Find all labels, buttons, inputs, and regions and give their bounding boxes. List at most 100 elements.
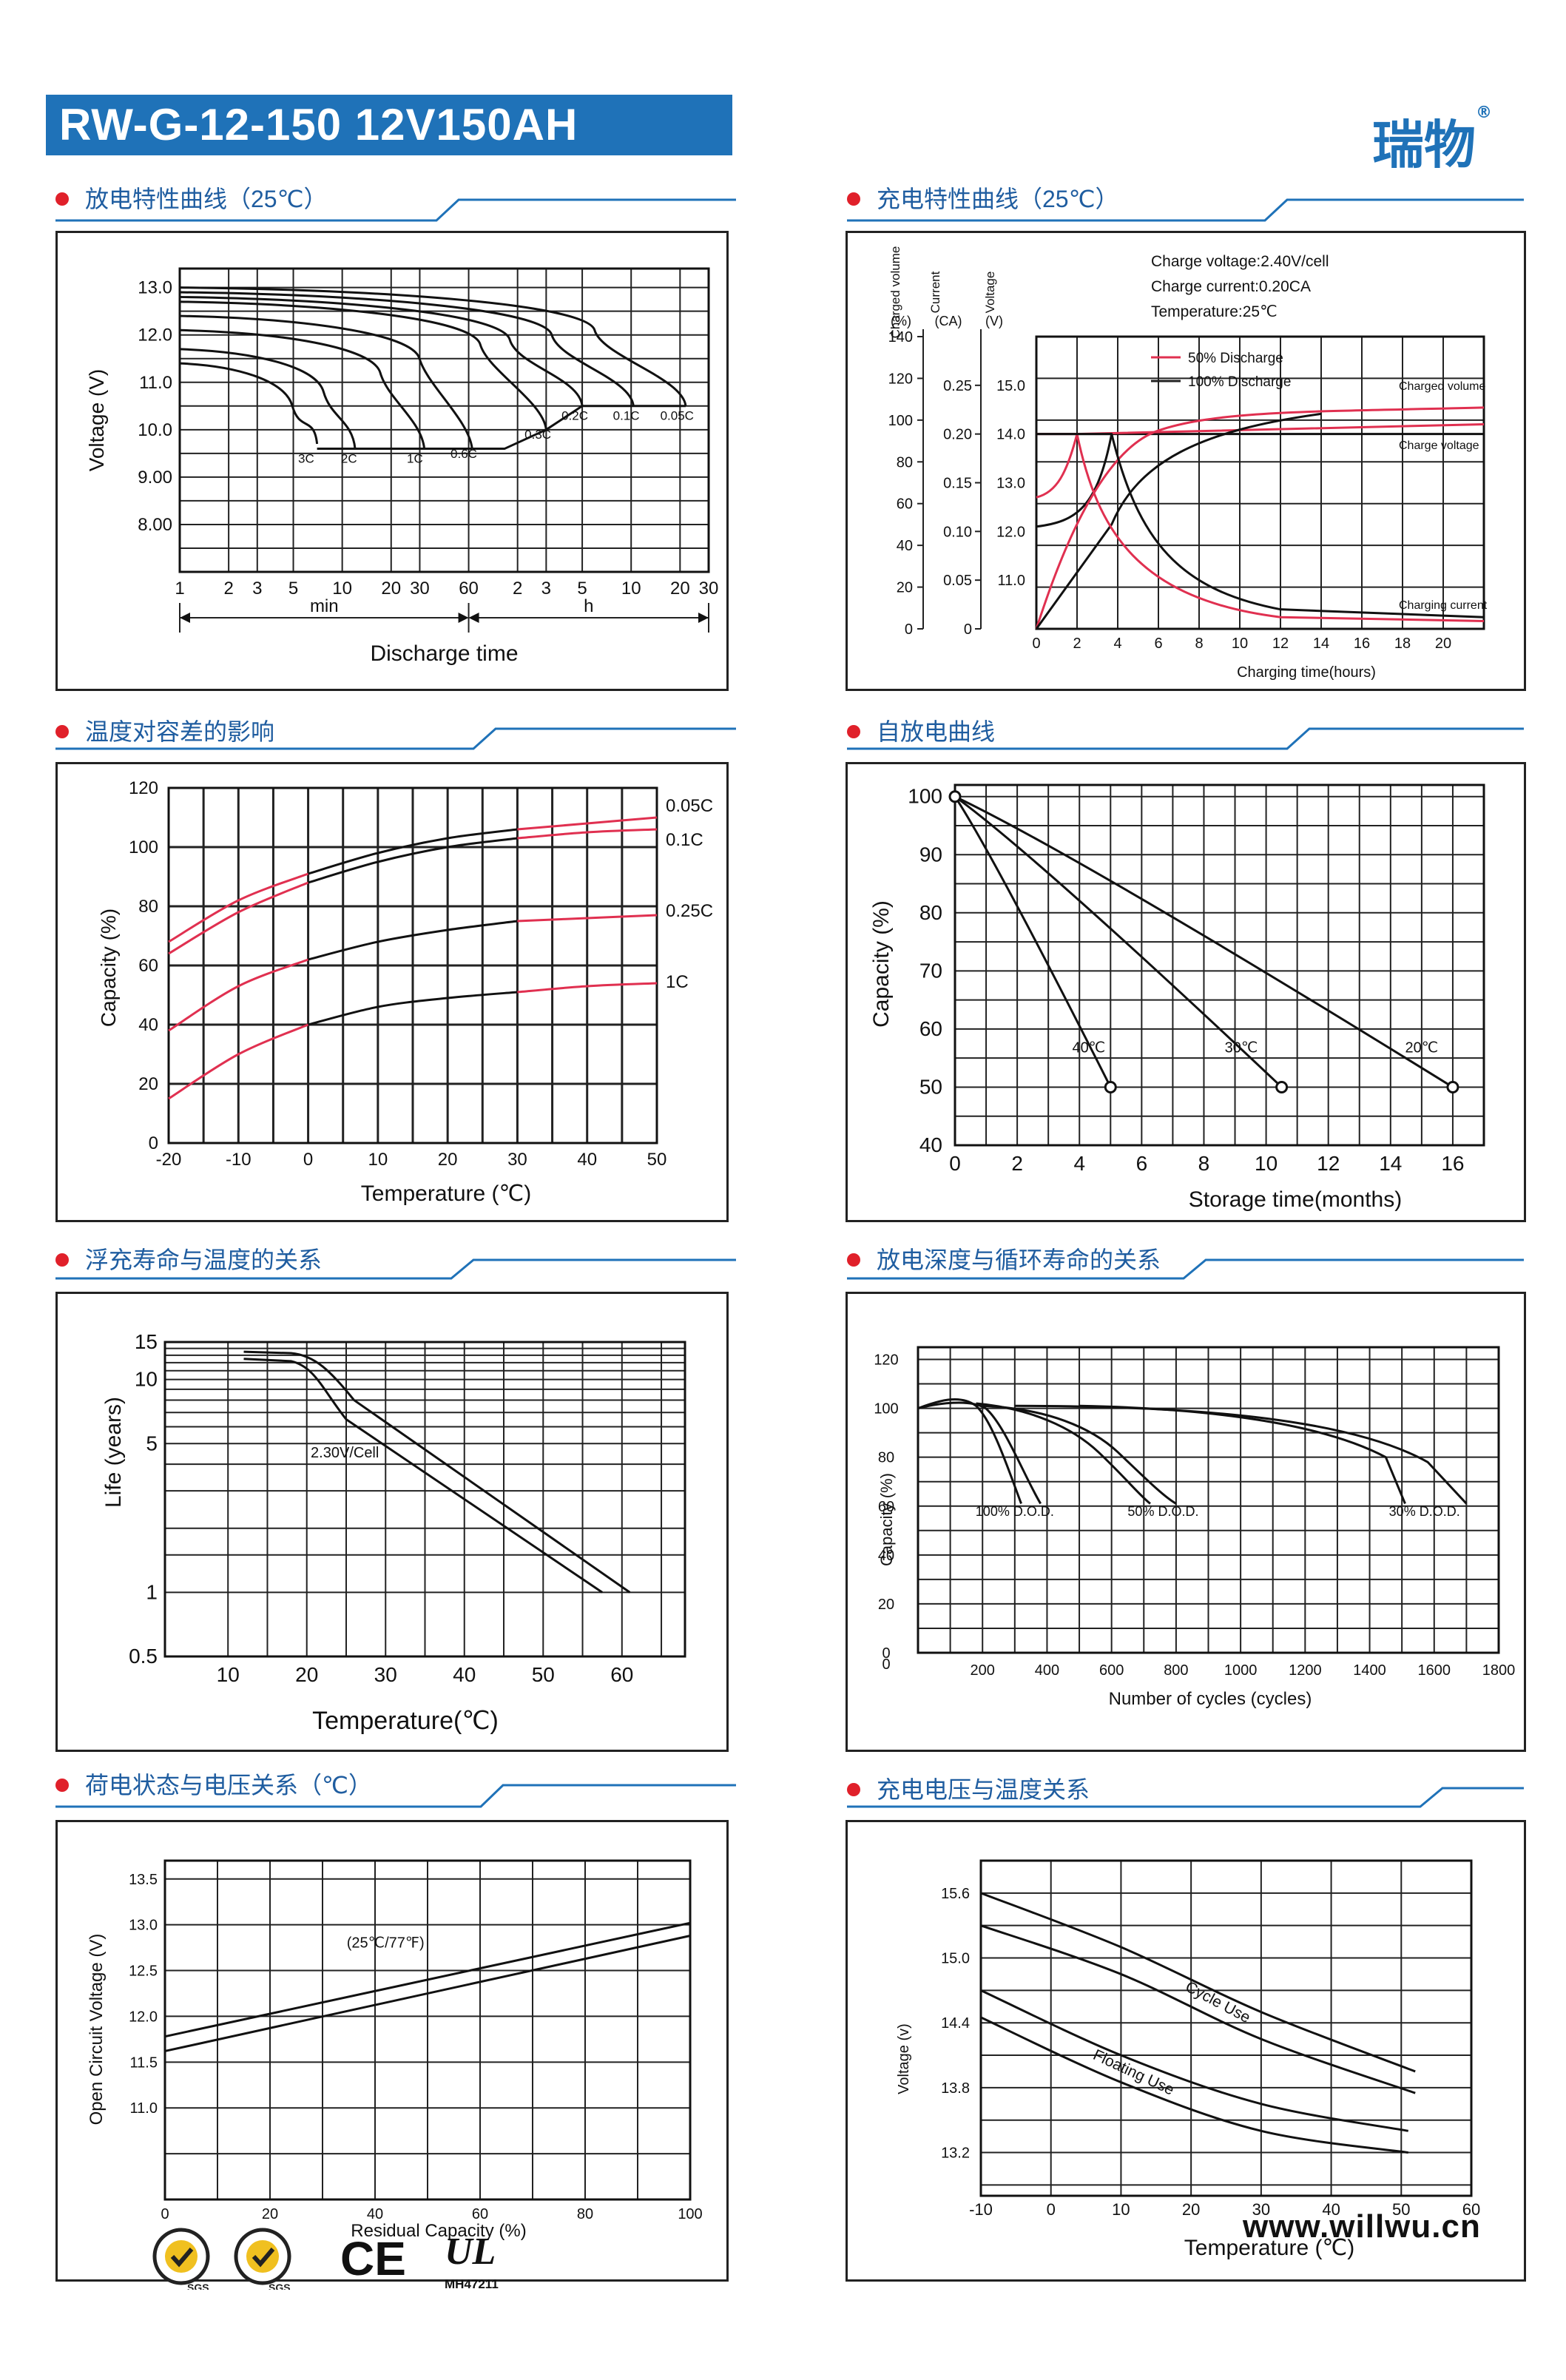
self-discharge-line-30℃	[954, 795, 1283, 1088]
curve-label-0.1C: 0.1C	[613, 409, 640, 423]
x-tick-label: 6	[1154, 636, 1162, 652]
y-axis-label: Open Circuit Voltage (V)	[87, 1934, 107, 2126]
y2-tick-label: 0.10	[943, 524, 972, 540]
x-tick-label: 30	[699, 579, 719, 599]
y-tick-label: 12.0	[138, 326, 172, 345]
y-tick-label: 60	[919, 1017, 942, 1040]
y-tick-label: 120	[129, 778, 158, 798]
discharge-curve-0.2C	[179, 295, 584, 407]
self-discharge-line-40℃	[954, 795, 1112, 1088]
x-tick-label: 1	[175, 579, 184, 599]
legend-label-100: 100% Discharge	[1188, 374, 1291, 390]
y-tick-label: 12.0	[129, 2009, 158, 2025]
soc-line-upper	[164, 1921, 691, 2038]
x-axis-label: Storage time(months)	[1189, 1187, 1402, 1212]
soc-line-lower	[164, 1935, 691, 2052]
sgs-label-2: SGS	[269, 2282, 291, 2290]
annotation-charge-voltage: Charge voltage	[1399, 439, 1479, 452]
chart-panel-charge: Charged volume Current Voltage (%) (CA) (V) 14…	[846, 231, 1526, 691]
charge-info-line: Temperature:25℃	[1151, 303, 1278, 320]
curve-label-0.2C: 0.2C	[561, 409, 588, 423]
y-tick-label: 13.2	[941, 2145, 970, 2162]
bullet-icon	[55, 1253, 69, 1267]
y3-tick-label: 15.0	[996, 378, 1025, 394]
axis-unit: (V)	[985, 314, 1003, 328]
x-axis-label: Temperature(℃)	[312, 1707, 499, 1735]
plot-border	[178, 267, 710, 573]
panel-title-soc-voltage: 荷电状态与电压关系（℃）	[55, 1768, 372, 1805]
x-tick-label: 40	[453, 1663, 476, 1686]
float-voltage-label: 2.30V/Cell	[311, 1445, 379, 1461]
arrow-head	[180, 613, 190, 623]
panel-title-text: 荷电状态与电压关系（℃）	[85, 1772, 372, 1799]
x-unit-h: h	[584, 596, 593, 616]
y-tick-label: 100	[908, 785, 942, 808]
y-tick-label: 90	[919, 843, 942, 866]
y-tick-label: 60	[138, 956, 158, 976]
x-tick-label: 2	[1073, 636, 1081, 652]
y2-tick-label: 0	[964, 621, 972, 638]
float-life-lower	[243, 1358, 603, 1594]
charging-current-red	[1036, 433, 1485, 622]
x-tick-label: 16	[1354, 636, 1370, 652]
series-label-0.05C: 0.05C	[666, 796, 713, 816]
y-tick-label: 0	[882, 1645, 890, 1662]
chart-panel-charge-voltage-temp: 15.6 15.0 14.4 13.8 13.2 -10 0 10 20 30 40 50 60 Volt…	[846, 1820, 1526, 2282]
temperature-annotation: (25℃/77℉)	[347, 1935, 425, 1952]
series-label-1C: 1C	[666, 972, 689, 992]
charge-info-line: Charge current:0.20CA	[1151, 278, 1311, 295]
x-tick-label: 20	[438, 1150, 458, 1170]
float-life-upper	[243, 1350, 631, 1594]
y-tick-label: 15	[135, 1330, 158, 1353]
temp-label-30℃: 30℃	[1225, 1039, 1258, 1056]
y-tick-label: 13.0	[129, 1918, 158, 1934]
x-tick-label: 12	[1272, 636, 1289, 652]
y-tick-label: 20	[878, 1597, 894, 1613]
y1-tick-label: 120	[888, 371, 913, 387]
y-tick-label: 100	[874, 1401, 898, 1417]
legend-label-50: 50% Discharge	[1188, 351, 1283, 366]
plot-border	[163, 1341, 686, 1658]
x-tick-label: -10	[969, 2200, 993, 2219]
y-tick-label: 12.5	[129, 1963, 158, 1980]
chart-panel-cycle-life: 120 100 80 60 40 20 0 200 400 600 800 1000 1200 1400 1…	[846, 1292, 1526, 1752]
y-axis-label: Voltage (v)	[896, 2023, 912, 2094]
axis-header: Voltage	[983, 272, 997, 314]
panel-title-self-discharge: 自放电曲线	[847, 715, 995, 752]
charge-voltage-temp-chart: 15.6 15.0 14.4 13.8 13.2 -10 0 10 20 30 40 50 60 Volt…	[896, 1859, 1480, 2260]
panel-title-text: 充电特性曲线（25℃）	[877, 186, 1119, 212]
x-tick-label: 0	[1032, 636, 1040, 652]
cutoff-line	[472, 405, 686, 450]
certification-logos: SGS SGS CE UL MH47211	[152, 2228, 499, 2290]
x-tick-label: 60	[1462, 2200, 1480, 2219]
x-tick-label: 0	[303, 1150, 313, 1170]
x-tick-label: 10	[1232, 636, 1248, 652]
x-tick-label: 12	[1317, 1152, 1340, 1175]
self-discharge-chart: 100 90 80 70 60 50 40 0 2 4 6 8 10 12 14 16 Capacity (%)…	[869, 783, 1485, 1212]
ul-logo: UL MH47211	[445, 2231, 499, 2290]
panel-title-charge: 充电特性曲线（25℃）	[847, 182, 1119, 219]
footer-url[interactable]: www.willwu.cn	[1243, 2208, 1481, 2245]
bullet-icon	[55, 1778, 69, 1792]
x-axis-label: Charging time(hours)	[1237, 664, 1376, 681]
x-tick-label: 3	[541, 579, 551, 599]
discharge-curve-3C	[179, 362, 319, 445]
y1-tick-label: 140	[888, 329, 913, 345]
y-tick-label: 100	[129, 837, 158, 857]
y-tick-label: 0	[149, 1133, 158, 1153]
x-tick-label: -10	[226, 1150, 252, 1170]
panel-title-charge-voltage-temp: 充电电压与温度关系	[847, 1773, 1090, 1810]
panel-title-text: 放电特性曲线（25℃）	[85, 186, 328, 212]
y-tick-label: 0.5	[129, 1645, 158, 1668]
discharge-curve-0.6C	[179, 314, 473, 449]
temp-label-40℃: 40℃	[1072, 1039, 1105, 1056]
y-tick-label: 13.5	[129, 1872, 158, 1888]
bullet-icon	[55, 724, 69, 738]
dod-label-2: 30% D.O.D.	[1389, 1504, 1460, 1519]
x-tick-label: 0	[949, 1152, 961, 1175]
discharge-curve-2C	[179, 348, 357, 449]
x-tick-label: 40	[577, 1150, 597, 1170]
y-tick-label: 13.0	[138, 278, 172, 298]
x-tick-label: 1800	[1482, 1662, 1516, 1679]
